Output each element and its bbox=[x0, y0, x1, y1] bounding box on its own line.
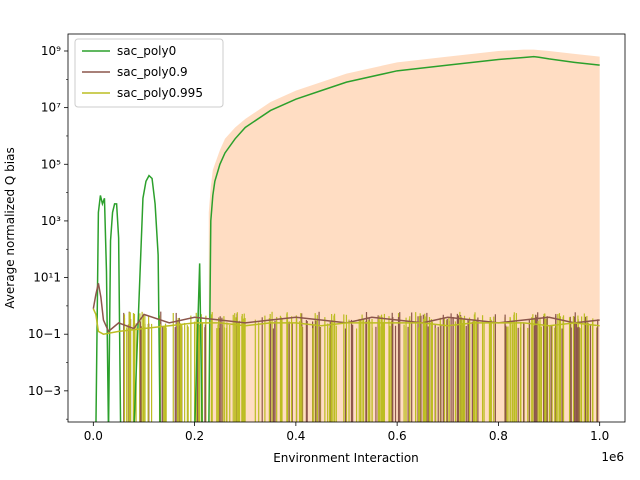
x-tick-label: 0.4 bbox=[286, 429, 305, 443]
plot-area bbox=[92, 49, 600, 422]
y-axis-label: Average normalized Q bias bbox=[3, 147, 17, 308]
y-tick-label: 10³ bbox=[41, 214, 61, 228]
series-line-sac_poly0-995 bbox=[92, 308, 600, 335]
x-axis-label: Environment Interaction bbox=[273, 451, 419, 465]
legend-entry: sac_poly0.9 bbox=[117, 65, 188, 79]
x-tick-label: 0.8 bbox=[489, 429, 508, 443]
y-tick-label: 10⁹ bbox=[41, 44, 61, 58]
legend-entry: sac_poly0.995 bbox=[117, 86, 203, 100]
x-axis: 0.0 0.2 0.4 0.6 0.8 1.0 bbox=[84, 422, 609, 443]
y-tick-label: 10¹1 bbox=[33, 271, 61, 285]
y-tick-label: 10−3 bbox=[28, 384, 61, 398]
y-axis: 10−3 10−1 10¹1 10³ 10⁵ 10⁷ 10⁹ bbox=[28, 44, 68, 420]
y-tick-label: 10⁷ bbox=[41, 101, 61, 115]
x-tick-label: 0.0 bbox=[84, 429, 103, 443]
x-offset-label: 1e6 bbox=[601, 450, 624, 464]
legend-entry: sac_poly0 bbox=[117, 44, 176, 58]
y-tick-label: 10⁵ bbox=[41, 157, 61, 171]
legend-box bbox=[74, 38, 224, 108]
series-line-sac_poly0-9 bbox=[92, 283, 600, 333]
plot-content bbox=[92, 49, 600, 422]
x-tick-label: 1.0 bbox=[590, 429, 609, 443]
y-tick-label: 10−1 bbox=[28, 327, 61, 341]
axes-frame bbox=[67, 33, 626, 423]
x-tick-label: 0.6 bbox=[388, 429, 407, 443]
legend: sac_poly0 sac_poly0.9 sac_poly0.995 bbox=[74, 38, 224, 108]
x-tick-label: 0.2 bbox=[185, 429, 204, 443]
series-line-sac_poly0 bbox=[95, 55, 600, 422]
